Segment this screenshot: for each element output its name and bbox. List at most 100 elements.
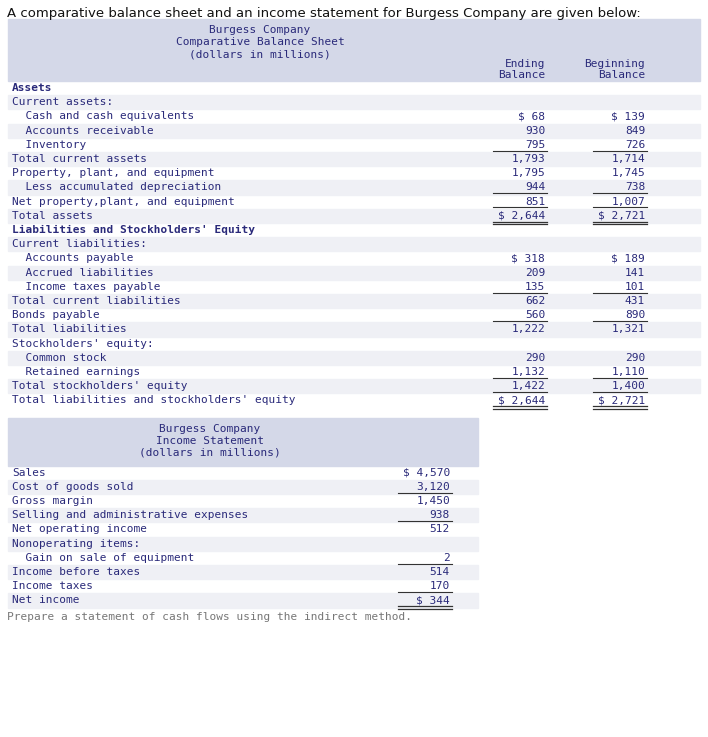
Text: Balance: Balance: [598, 70, 645, 80]
Text: Beginning: Beginning: [584, 59, 645, 69]
Text: Accounts payable: Accounts payable: [12, 254, 134, 263]
Text: Accrued liabilities: Accrued liabilities: [12, 268, 154, 278]
Text: Common stock: Common stock: [12, 353, 106, 363]
Text: 141: 141: [624, 268, 645, 278]
Text: $ 344: $ 344: [416, 595, 450, 605]
Text: 209: 209: [525, 268, 545, 278]
Text: 512: 512: [430, 525, 450, 534]
Text: Total liabilities: Total liabilities: [12, 324, 127, 335]
Bar: [8, 19, 700, 81]
Text: 1,007: 1,007: [611, 197, 645, 206]
Text: $ 2,721: $ 2,721: [598, 211, 645, 221]
Bar: [8, 95, 700, 109]
Text: 135: 135: [525, 282, 545, 292]
Bar: [8, 265, 700, 280]
Text: Selling and administrative expenses: Selling and administrative expenses: [12, 510, 249, 520]
Bar: [8, 209, 700, 223]
Text: 290: 290: [624, 353, 645, 363]
Text: Inventory: Inventory: [12, 140, 86, 150]
Text: $ 139: $ 139: [611, 111, 645, 122]
Text: A comparative balance sheet and an income statement for Burgess Company are give: A comparative balance sheet and an incom…: [7, 7, 641, 20]
Text: 1,400: 1,400: [611, 381, 645, 391]
Text: 1,793: 1,793: [511, 154, 545, 164]
Text: Total stockholders' equity: Total stockholders' equity: [12, 381, 188, 391]
Bar: [8, 418, 478, 466]
Bar: [8, 537, 478, 551]
Text: 738: 738: [624, 182, 645, 192]
Text: 1,422: 1,422: [511, 381, 545, 391]
Text: Assets: Assets: [12, 83, 52, 93]
Bar: [8, 294, 700, 308]
Text: $ 2,721: $ 2,721: [598, 395, 645, 405]
Text: Accounts receivable: Accounts receivable: [12, 125, 154, 136]
Text: 726: 726: [624, 140, 645, 150]
Text: 290: 290: [525, 353, 545, 363]
Text: Burgess Company: Burgess Company: [210, 25, 311, 35]
Text: Cost of goods sold: Cost of goods sold: [12, 482, 134, 492]
Text: (dollars in millions): (dollars in millions): [139, 447, 281, 458]
Text: 944: 944: [525, 182, 545, 192]
Text: Current liabilities:: Current liabilities:: [12, 240, 147, 249]
Text: Total current liabilities: Total current liabilities: [12, 296, 181, 306]
Text: 795: 795: [525, 140, 545, 150]
Bar: [8, 152, 700, 167]
Bar: [8, 480, 478, 494]
Bar: [8, 351, 700, 365]
Text: $ 318: $ 318: [511, 254, 545, 263]
Text: Current assets:: Current assets:: [12, 97, 113, 107]
Text: Comparative Balance Sheet: Comparative Balance Sheet: [176, 37, 344, 47]
Text: Income taxes: Income taxes: [12, 581, 93, 591]
Text: Prepare a statement of cash flows using the indirect method.: Prepare a statement of cash flows using …: [7, 612, 412, 621]
Text: 1,321: 1,321: [611, 324, 645, 335]
Text: 1,795: 1,795: [511, 168, 545, 178]
Text: 514: 514: [430, 567, 450, 577]
Text: 849: 849: [624, 125, 645, 136]
Text: 1,222: 1,222: [511, 324, 545, 335]
Text: 1,450: 1,450: [416, 496, 450, 506]
Text: Net operating income: Net operating income: [12, 525, 147, 534]
Bar: [8, 237, 700, 251]
Text: Sales: Sales: [12, 467, 46, 478]
Text: 2: 2: [443, 553, 450, 563]
Text: Ending: Ending: [505, 59, 545, 69]
Text: Total current assets: Total current assets: [12, 154, 147, 164]
Text: Bonds payable: Bonds payable: [12, 310, 100, 320]
Text: 1,132: 1,132: [511, 367, 545, 377]
Text: 170: 170: [430, 581, 450, 591]
Bar: [8, 124, 700, 138]
Text: Property, plant, and equipment: Property, plant, and equipment: [12, 168, 215, 178]
Text: $ 68: $ 68: [518, 111, 545, 122]
Bar: [8, 380, 700, 394]
Bar: [8, 593, 478, 607]
Text: Balance: Balance: [498, 70, 545, 80]
Text: 938: 938: [430, 510, 450, 520]
Text: 560: 560: [525, 310, 545, 320]
Text: $ 2,644: $ 2,644: [498, 211, 545, 221]
Text: Total liabilities and stockholders' equity: Total liabilities and stockholders' equi…: [12, 395, 295, 405]
Text: Liabilities and Stockholders' Equity: Liabilities and Stockholders' Equity: [12, 225, 255, 235]
Text: Stockholders' equity:: Stockholders' equity:: [12, 338, 154, 349]
Text: Cash and cash equivalents: Cash and cash equivalents: [12, 111, 194, 122]
Text: 1,745: 1,745: [611, 168, 645, 178]
Text: Income taxes payable: Income taxes payable: [12, 282, 161, 292]
Text: 1,714: 1,714: [611, 154, 645, 164]
Text: $ 189: $ 189: [611, 254, 645, 263]
Text: Nonoperating items:: Nonoperating items:: [12, 539, 140, 548]
Text: Income before taxes: Income before taxes: [12, 567, 140, 577]
Text: 1,110: 1,110: [611, 367, 645, 377]
Text: $ 2,644: $ 2,644: [498, 395, 545, 405]
Bar: [8, 509, 478, 523]
Bar: [8, 181, 700, 195]
Bar: [8, 322, 700, 337]
Text: (dollars in millions): (dollars in millions): [189, 49, 331, 59]
Text: Net income: Net income: [12, 595, 79, 605]
Text: 3,120: 3,120: [416, 482, 450, 492]
Text: Retained earnings: Retained earnings: [12, 367, 140, 377]
Text: 851: 851: [525, 197, 545, 206]
Text: Less accumulated depreciation: Less accumulated depreciation: [12, 182, 221, 192]
Text: 431: 431: [624, 296, 645, 306]
Text: 890: 890: [624, 310, 645, 320]
Text: Total assets: Total assets: [12, 211, 93, 221]
Text: Income Statement: Income Statement: [156, 436, 264, 446]
Text: $ 4,570: $ 4,570: [403, 467, 450, 478]
